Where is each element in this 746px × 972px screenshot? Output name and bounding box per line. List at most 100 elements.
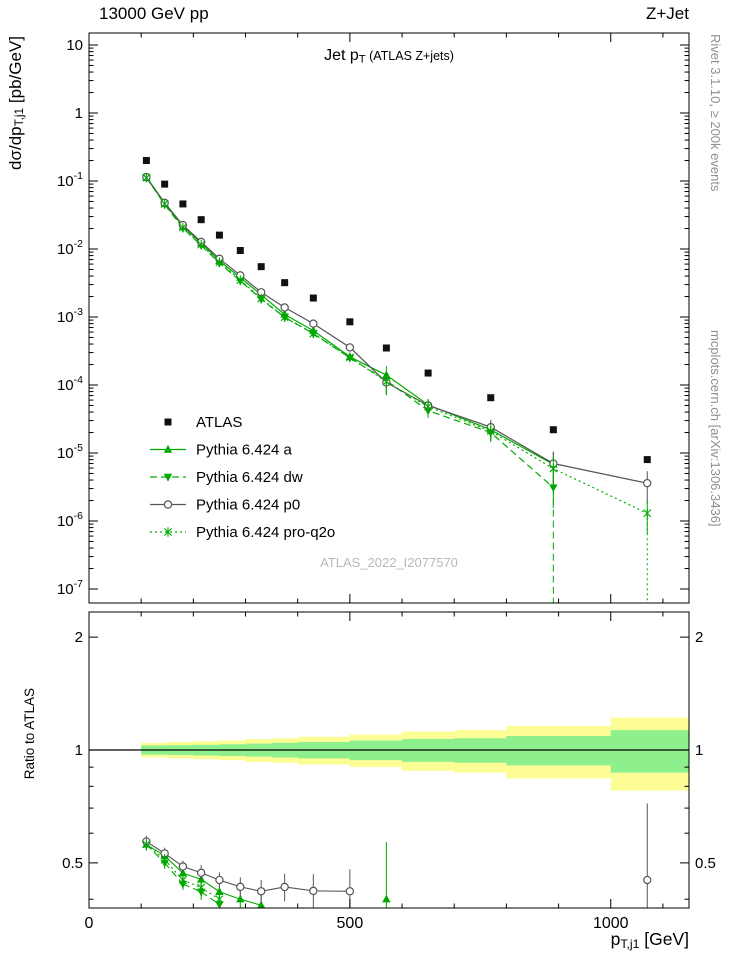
marker-square [549,426,557,434]
header-beam-energy: 13000 GeV pp [99,4,209,23]
marker-x-star [280,312,289,323]
tick-label: 0 [85,915,94,932]
tick-label: 10-5 [57,442,83,462]
marker-circle-open [196,868,206,878]
tick-label: 10-2 [57,238,83,258]
mcplots-reference-text: mcplots.cern.ch [arXiv:1306.3436] [708,330,723,527]
legend-label: Pythia 6.424 a [196,442,293,459]
marker-triangle-up [215,887,224,895]
tick-label: 1000 [593,915,629,932]
marker-x-star [178,222,187,233]
tick-label: 10-1 [57,170,83,190]
series-atlas [142,157,651,464]
legend-label: Pythia 6.424 pro-q2o [196,524,335,541]
legend-label: Pythia 6.424 p0 [196,497,300,514]
tick-label: 10-4 [57,374,83,394]
marker-triangle-up [236,894,245,903]
marker-x-star [236,275,245,285]
tick-label: 0.5 [62,855,83,872]
marker-circle-open [643,875,652,885]
marker-x-star [382,376,391,387]
marker-circle-open [309,886,318,896]
band-green [141,730,689,773]
legend-item-atlas: ATLAS [164,414,242,431]
marker-circle-open [236,882,245,892]
marker-circle-open [345,887,355,896]
ratio-line-segment [164,862,184,885]
legend-label: ATLAS [196,414,242,431]
legend-item-pythia-6-424-pro-q2o: Pythia 6.424 pro-q2o [150,524,335,541]
ratio-series-pythia-6-424-pro-q2o [142,838,224,908]
marker-circle-open [280,303,289,312]
marker-circle-open [256,887,266,896]
analysis-watermark: ATLAS_2022_I2077570 [320,555,458,570]
tick-labels: 10 1 10-1 10-2 10-3 10-4 10-5 10-6 10-7 2 2 1 1 0.5 0.… [57,37,716,932]
marker-square [164,418,172,426]
marker-square [643,456,651,464]
ratio-frame [88,611,690,909]
tick-label: 1 [695,742,703,759]
tick-label: 2 [695,629,703,646]
panel-title: Jet pT (ATLAS Z+jets) [324,47,454,66]
marker-x-star [178,875,187,885]
marker-circle-open [345,343,355,352]
legend-item-pythia-6-424-dw: Pythia 6.424 dw [150,469,303,486]
ratio-line-segment [284,886,314,892]
ratio-axis-title: Ratio to ATLAS [22,688,37,780]
marker-circle-open [280,882,289,892]
main-frame [88,32,690,604]
ratio-panel-series [142,803,652,908]
marker-x-star [309,328,318,339]
legend-label: Pythia 6.424 dw [196,469,303,486]
marker-circle-open [643,478,652,488]
tick-label: 10 [66,37,83,54]
ratio-line-segment [182,879,202,889]
marker-x-star [197,239,206,250]
uncertainty-bands [89,717,689,791]
marker-x-star [424,401,433,412]
ratio-series-pythia-6-424-p0 [142,803,652,908]
marker-circle-open [215,875,224,885]
marker-square [487,394,495,402]
x-axis-title: pT,j1 [GeV] [610,929,689,952]
marker-square [424,369,432,377]
marker-square [142,157,150,165]
tick-label: 2 [75,629,83,646]
marker-square [161,180,169,188]
tick-label: 10-3 [57,306,83,326]
ratio-line-segment [146,844,166,861]
legend-item-pythia-6-424-p0: Pythia 6.424 p0 [150,497,300,514]
header-process: Z+Jet [646,4,689,23]
ratio-series-pythia-6-424-a [142,838,391,908]
marker-triangle-down [163,473,173,482]
ratio-line-segment [200,887,220,900]
ratio-line-segment [182,872,202,880]
tick-label: 1 [75,742,83,759]
tick-label: 0.5 [695,855,716,872]
series-line [145,177,648,514]
marker-x-star [164,527,172,537]
marker-square [197,216,205,224]
marker-square [257,263,265,271]
marker-square [309,294,317,302]
marker-x-star [257,293,266,304]
tick-label: 10-6 [57,510,83,530]
marker-square [236,247,244,255]
marker-square [382,344,390,352]
marker-x-star [345,352,354,363]
y-axis-title: dσ/dpT,j1 [pb/GeV] [6,36,27,170]
tick-label: 1 [75,105,83,122]
marker-x-star [160,199,169,209]
marker-x-star [142,839,151,850]
marker-square [346,318,354,326]
main-panel-series [142,157,652,603]
tick-label: 500 [337,915,364,932]
series-line [145,176,648,484]
marker-x-star [215,894,224,905]
ratio-line-segment [200,891,220,905]
ratio-line-segment [219,891,241,900]
marker-x-star [549,463,558,474]
marker-x-star [142,172,151,183]
